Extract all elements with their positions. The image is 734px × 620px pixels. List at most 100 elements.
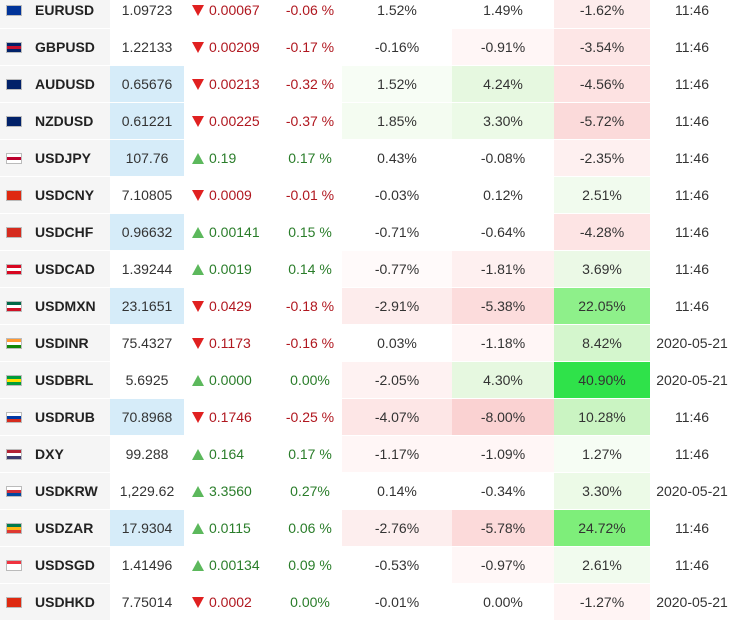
- symbol-link[interactable]: NZDUSD: [28, 103, 110, 139]
- table-row[interactable]: EURUSD 1.09723 0.00067 -0.06 % 1.52% 1.49% -1.…: [0, 0, 734, 28]
- perf-col-1: -2.76%: [342, 510, 452, 546]
- symbol-link[interactable]: USDINR: [28, 325, 110, 361]
- change-value: 0.00225: [184, 103, 278, 139]
- symbol-link[interactable]: USDMXN: [28, 288, 110, 324]
- up-arrow-icon: [192, 559, 204, 571]
- symbol-link[interactable]: USDKRW: [28, 473, 110, 509]
- table-row[interactable]: USDCNY 7.10805 0.0009 -0.01 % -0.03% 0.12% 2.5…: [0, 177, 734, 213]
- time-cell: 11:46: [650, 547, 734, 583]
- table-row[interactable]: USDKRW 1,229.62 3.3560 0.27% 0.14% -0.34% 3.30…: [0, 473, 734, 509]
- symbol-link[interactable]: USDCAD: [28, 251, 110, 287]
- change-percent: 0.17 %: [278, 436, 342, 472]
- symbol-link[interactable]: USDCHF: [28, 214, 110, 250]
- perf-col-3: -5.72%: [554, 103, 650, 139]
- symbol-link[interactable]: USDJPY: [28, 140, 110, 176]
- change-percent: 0.00%: [278, 584, 342, 620]
- brazil-flag-icon: [6, 374, 22, 386]
- change-percent: 0.09 %: [278, 547, 342, 583]
- change-amount: 3.3560: [209, 483, 252, 499]
- time-cell: 11:46: [650, 436, 734, 472]
- change-amount: 0.0002: [209, 594, 252, 610]
- flag-cell: [0, 325, 28, 361]
- change-amount: 0.00225: [209, 113, 260, 129]
- table-row[interactable]: USDRUB 70.8968 0.1746 -0.25 % -4.07% -8.00% 10…: [0, 399, 734, 435]
- last-price: 1.41496: [110, 547, 184, 583]
- symbol-link[interactable]: GBPUSD: [28, 29, 110, 65]
- flag-cell: [0, 547, 28, 583]
- flag-cell: [0, 214, 28, 250]
- last-price: 1.22133: [110, 29, 184, 65]
- table-row[interactable]: USDJPY 107.76 0.19 0.17 % 0.43% -0.08% -2.35% 1…: [0, 140, 734, 176]
- change-percent: -0.37 %: [278, 103, 342, 139]
- last-price: 0.65676: [110, 66, 184, 102]
- perf-col-1: 0.43%: [342, 140, 452, 176]
- table-row[interactable]: AUDUSD 0.65676 0.00213 -0.32 % 1.52% 4.24% -4.…: [0, 66, 734, 102]
- perf-col-3: 40.90%: [554, 362, 650, 398]
- symbol-link[interactable]: USDCNY: [28, 177, 110, 213]
- perf-col-1: -4.07%: [342, 399, 452, 435]
- last-price: 7.10805: [110, 177, 184, 213]
- flag-cell: [0, 0, 28, 28]
- symbol-link[interactable]: DXY: [28, 436, 110, 472]
- last-price: 1.39244: [110, 251, 184, 287]
- table-row[interactable]: USDCAD 1.39244 0.0019 0.14 % -0.77% -1.81% 3.6…: [0, 251, 734, 287]
- down-arrow-icon: [192, 78, 204, 90]
- table-row[interactable]: USDINR 75.4327 0.1173 -0.16 % 0.03% -1.18% 8.4…: [0, 325, 734, 361]
- perf-col-3: -3.54%: [554, 29, 650, 65]
- last-price: 7.75014: [110, 584, 184, 620]
- table-row[interactable]: NZDUSD 0.61221 0.00225 -0.37 % 1.85% 3.30% -5.…: [0, 103, 734, 139]
- table-row[interactable]: USDHKD 7.75014 0.0002 0.00% -0.01% 0.00% -1.27…: [0, 584, 734, 620]
- symbol-link[interactable]: EURUSD: [28, 0, 110, 28]
- perf-col-1: -0.03%: [342, 177, 452, 213]
- australia-flag-icon: [6, 78, 22, 90]
- change-percent: -0.18 %: [278, 288, 342, 324]
- flag-cell: [0, 29, 28, 65]
- change-value: 0.0009: [184, 177, 278, 213]
- table-row[interactable]: GBPUSD 1.22133 0.00209 -0.17 % -0.16% -0.91% -…: [0, 29, 734, 65]
- change-amount: 0.00067: [209, 2, 260, 18]
- symbol-link[interactable]: USDRUB: [28, 399, 110, 435]
- table-row[interactable]: DXY 99.288 0.164 0.17 % -1.17% -1.09% 1.27% 11:…: [0, 436, 734, 472]
- change-value: 0.19: [184, 140, 278, 176]
- symbol-link[interactable]: USDBRL: [28, 362, 110, 398]
- last-price: 23.1651: [110, 288, 184, 324]
- perf-col-3: 3.30%: [554, 473, 650, 509]
- change-value: 0.0000: [184, 362, 278, 398]
- south-korea-flag-icon: [6, 485, 22, 497]
- flag-cell: [0, 140, 28, 176]
- table-row[interactable]: USDCHF 0.96632 0.00141 0.15 % -0.71% -0.64% -4…: [0, 214, 734, 250]
- change-amount: 0.1746: [209, 409, 252, 425]
- hong-kong-flag-icon: [6, 596, 22, 608]
- change-amount: 0.0009: [209, 187, 252, 203]
- table-row[interactable]: USDZAR 17.9304 0.0115 0.06 % -2.76% -5.78% 24.…: [0, 510, 734, 546]
- china-flag-icon: [6, 189, 22, 201]
- last-price: 5.6925: [110, 362, 184, 398]
- eu-flag-icon: [6, 4, 22, 16]
- change-percent: 0.06 %: [278, 510, 342, 546]
- symbol-link[interactable]: USDSGD: [28, 547, 110, 583]
- table-row[interactable]: USDSGD 1.41496 0.00134 0.09 % -0.53% -0.97% 2.…: [0, 547, 734, 583]
- perf-col-2: 0.00%: [452, 584, 554, 620]
- last-price: 1.09723: [110, 0, 184, 28]
- perf-col-3: 3.69%: [554, 251, 650, 287]
- time-cell: 11:46: [650, 177, 734, 213]
- time-cell: 11:46: [650, 399, 734, 435]
- perf-col-2: -0.64%: [452, 214, 554, 250]
- down-arrow-icon: [192, 596, 204, 608]
- symbol-link[interactable]: AUDUSD: [28, 66, 110, 102]
- symbol-link[interactable]: USDZAR: [28, 510, 110, 546]
- perf-col-3: -1.62%: [554, 0, 650, 28]
- table-row[interactable]: USDMXN 23.1651 0.0429 -0.18 % -2.91% -5.38% 22…: [0, 288, 734, 324]
- table-row[interactable]: USDBRL 5.6925 0.0000 0.00% -2.05% 4.30% 40.90%…: [0, 362, 734, 398]
- last-price: 0.61221: [110, 103, 184, 139]
- perf-col-2: -1.81%: [452, 251, 554, 287]
- down-arrow-icon: [192, 115, 204, 127]
- change-value: 0.1173: [184, 325, 278, 361]
- change-percent: -0.32 %: [278, 66, 342, 102]
- change-value: 0.0115: [184, 510, 278, 546]
- time-cell: 11:46: [650, 214, 734, 250]
- down-arrow-icon: [192, 189, 204, 201]
- symbol-link[interactable]: USDHKD: [28, 584, 110, 620]
- change-percent: 0.00%: [278, 362, 342, 398]
- change-percent: -0.25 %: [278, 399, 342, 435]
